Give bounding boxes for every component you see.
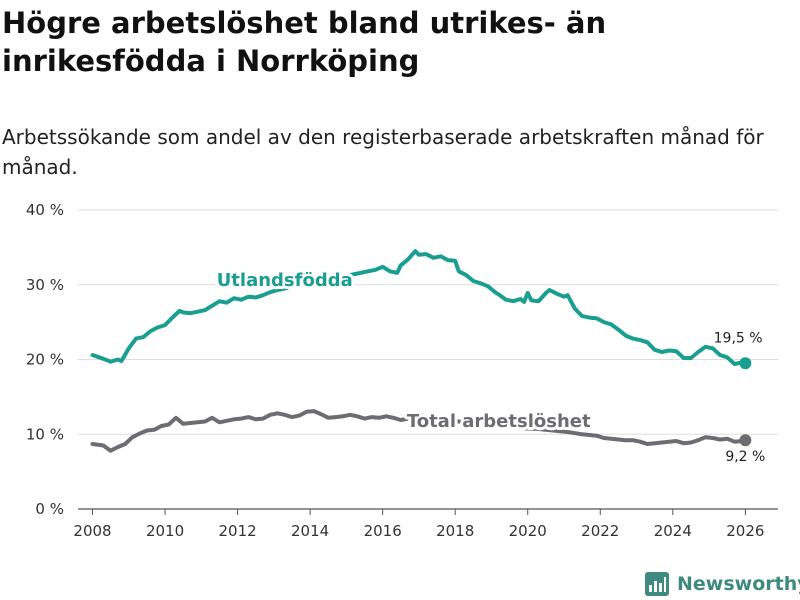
series-line-utlandsfödda bbox=[90, 249, 748, 366]
x-tick-label: 2022 bbox=[581, 522, 619, 540]
y-tick-label: 30 % bbox=[26, 276, 64, 294]
series-name-label: Total arbetslöshet bbox=[407, 411, 591, 432]
x-tick-label: 2024 bbox=[654, 522, 692, 540]
brand-name: Newsworthy bbox=[677, 573, 800, 595]
series-label-halo: Utlandsfödda bbox=[217, 270, 353, 291]
x-tick-label: 2020 bbox=[509, 522, 547, 540]
chart-title: Högre arbetslöshet bland utrikes- än inr… bbox=[2, 6, 607, 78]
series-end-point-utlandsfödda bbox=[739, 357, 752, 370]
y-tick-label: 40 % bbox=[26, 201, 64, 219]
newsworthy-logo[interactable]: Newsworthy bbox=[645, 570, 800, 598]
y-tick-label: 10 % bbox=[26, 425, 64, 443]
x-tick-label: 2008 bbox=[73, 522, 111, 540]
series-name-label: Utlandsfödda bbox=[217, 270, 353, 291]
x-tick-label: 2012 bbox=[218, 522, 256, 540]
grid-layer bbox=[78, 209, 778, 510]
newsworthy-bar-chart-icon bbox=[645, 572, 669, 596]
y-tick-label: 20 % bbox=[26, 351, 64, 369]
x-tick-label: 2018 bbox=[436, 522, 474, 540]
axis-layer: 0 % 10 % 20 % 30 % 40 % 2008 2010 2012 2014 2016 2… bbox=[26, 201, 765, 540]
chart-subtitle: Arbetssökande som andel av den registerb… bbox=[2, 125, 764, 179]
series-end-label: 19,5 % bbox=[714, 330, 763, 346]
x-tick-label: 2026 bbox=[726, 522, 764, 540]
x-tick-label: 2014 bbox=[291, 522, 329, 540]
series-end-point-total-arbetslöshet bbox=[739, 434, 752, 447]
series-label-halo: Total arbetslöshet bbox=[407, 411, 591, 432]
series-end-label: 9,2 % bbox=[725, 449, 765, 465]
y-tick-label: 0 % bbox=[35, 500, 64, 518]
series-line-total-arbetslöshet bbox=[90, 409, 748, 453]
series-layer bbox=[90, 249, 752, 453]
x-tick-label: 2010 bbox=[146, 522, 184, 540]
x-tick-label: 2016 bbox=[364, 522, 402, 540]
